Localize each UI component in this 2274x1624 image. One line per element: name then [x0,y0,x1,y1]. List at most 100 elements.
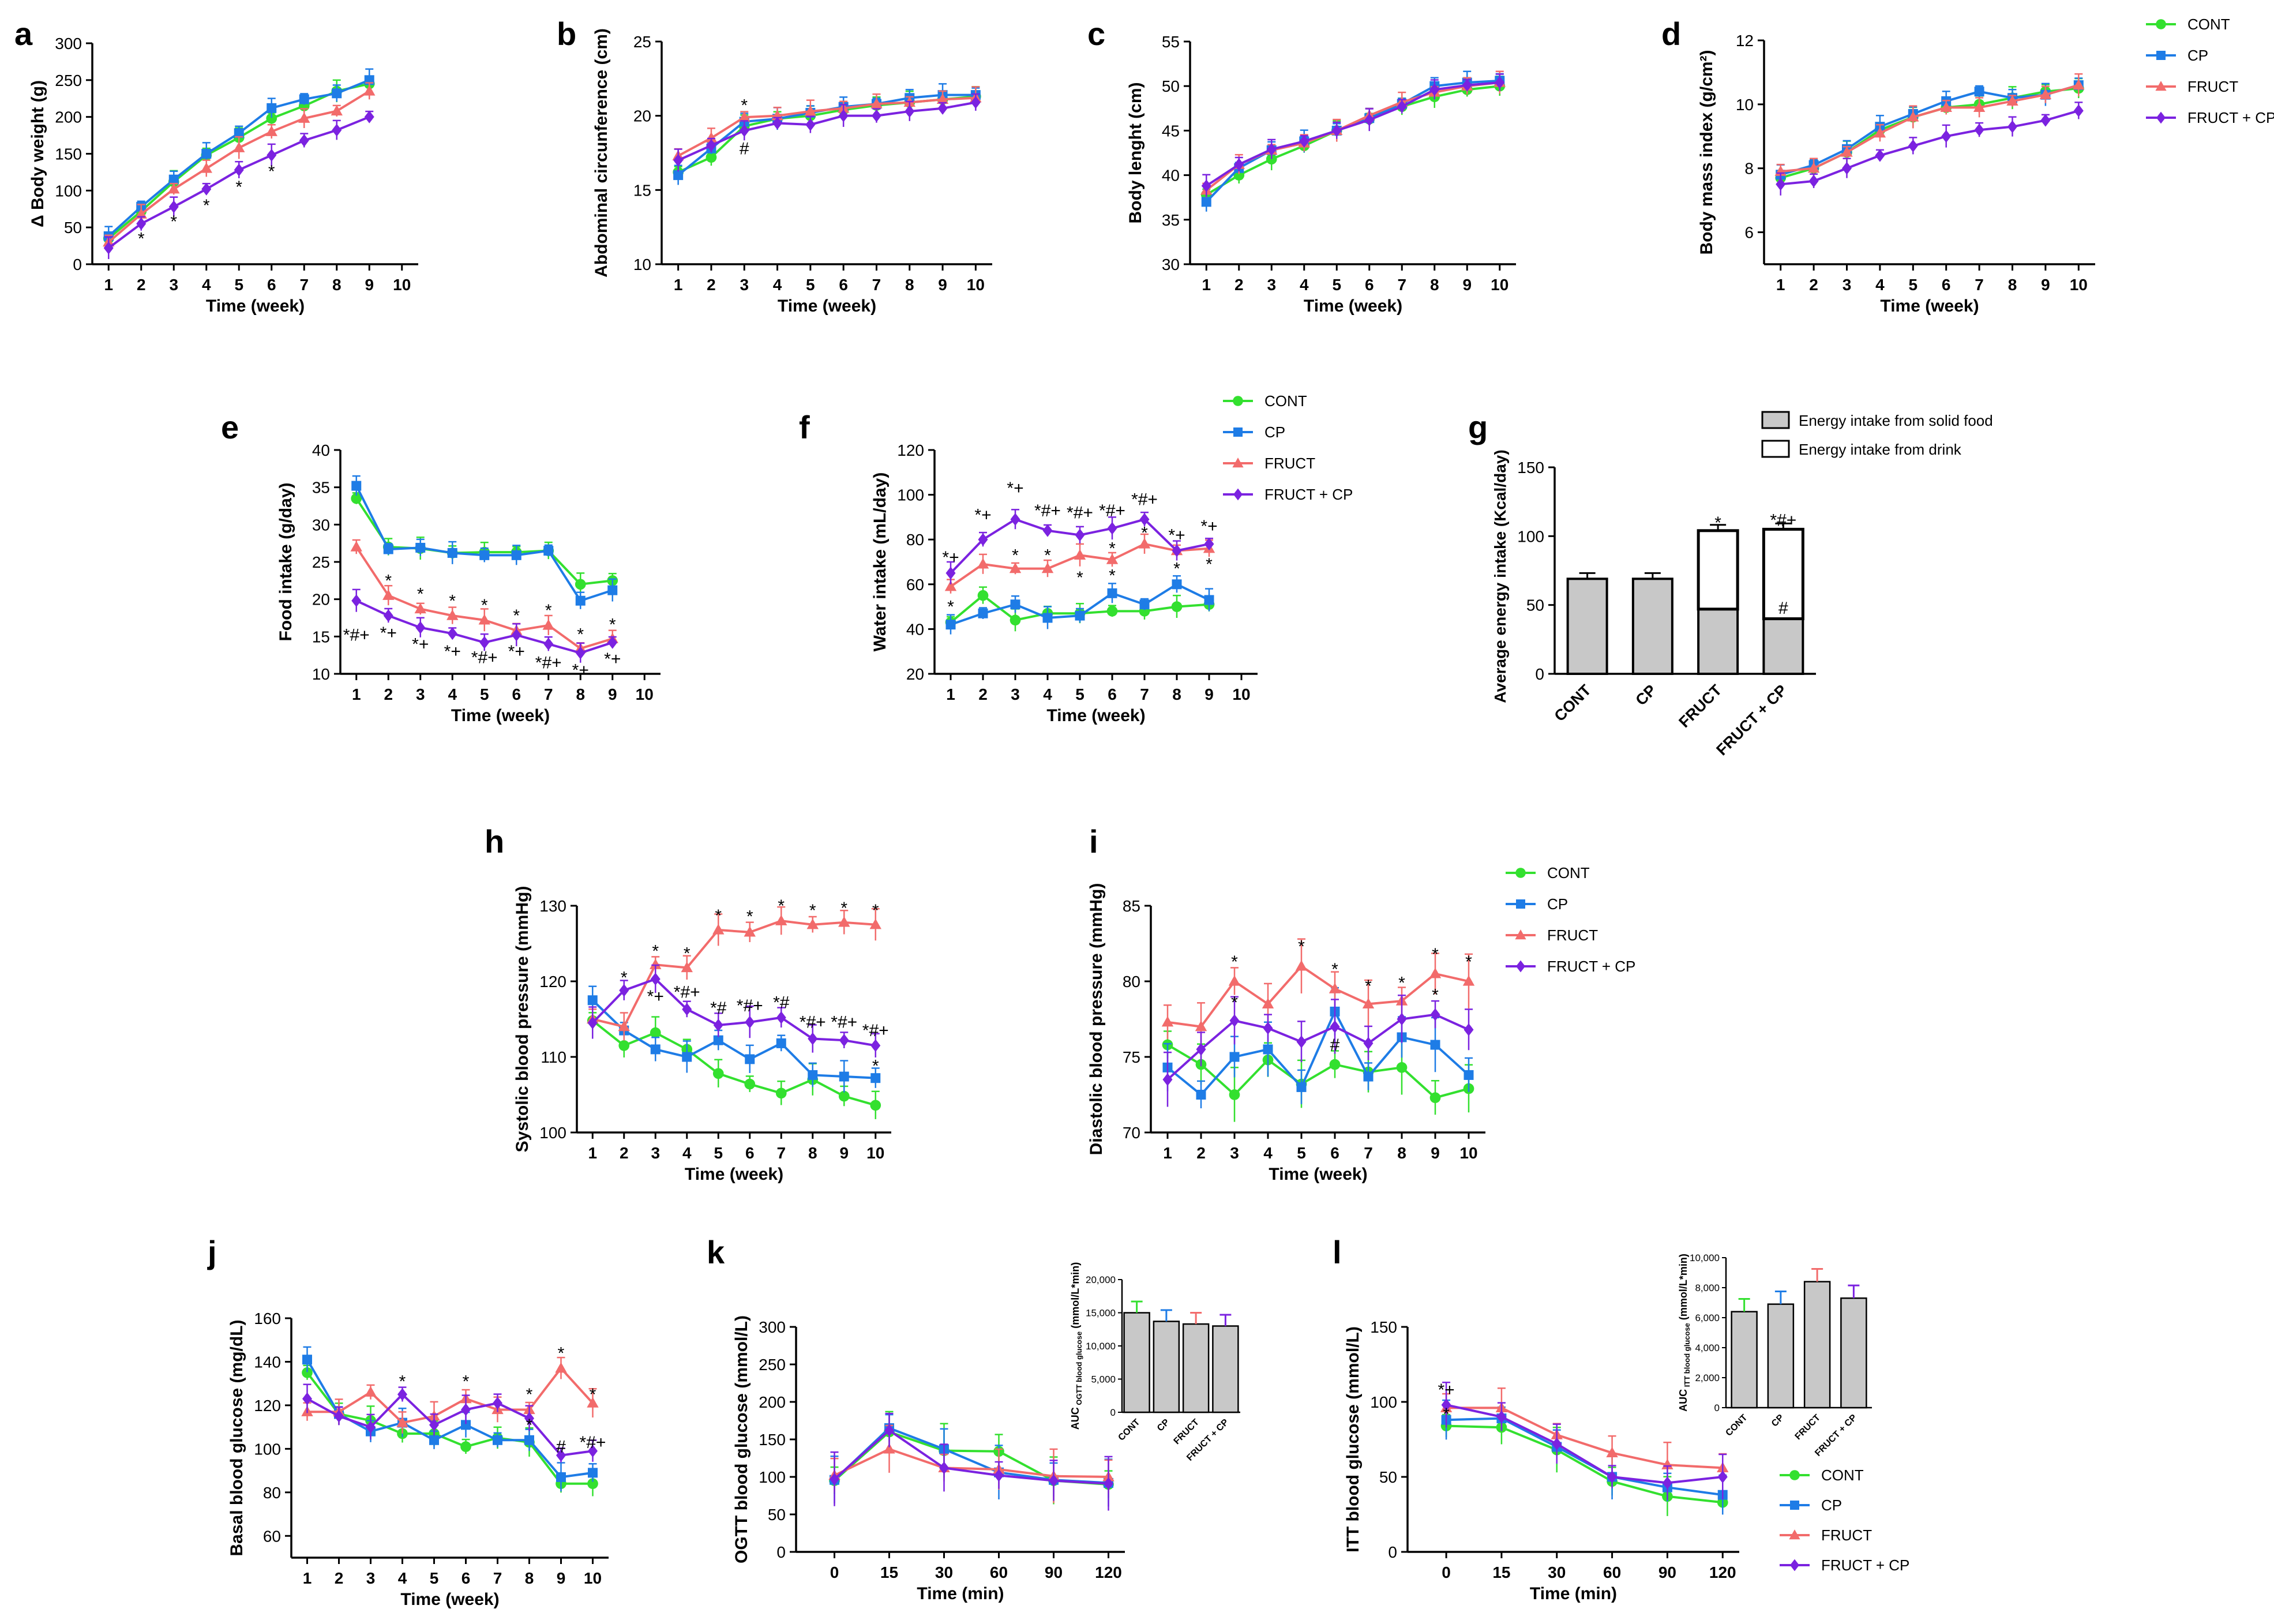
fruct-marker [883,1443,895,1454]
x-tick-label: 4 [202,276,211,294]
x-tick-label: 10 [1232,685,1250,703]
significance-mark: *# [710,999,727,1018]
fruct-marker [1907,111,1919,122]
cp-marker [479,550,490,560]
fructcp-marker [1397,1012,1407,1026]
cp-marker [588,1468,598,1478]
fructcp-marker [1049,1474,1059,1487]
x-tick-label: 6 [1330,1144,1339,1162]
fructcp-marker [870,1039,881,1052]
fructcp-marker [839,1034,849,1047]
fruct-marker [1041,562,1054,573]
legend-label: FRUCT [1264,455,1315,472]
fructcp-marker [524,1412,534,1425]
significance-mark: *#+ [1099,501,1125,520]
series-line [1166,1008,1470,1097]
fructcp-marker [776,1011,786,1024]
cont-marker [1010,614,1021,626]
significance-mark: *#+ [737,996,763,1015]
fructcp-marker [351,594,362,607]
y-tick-label: 200 [55,108,82,126]
fructcp-marker [1875,149,1885,162]
y-tick-label: 20 [906,665,924,683]
fructcp-marker [103,241,114,254]
significance-mark: * [947,598,954,617]
fructcp-marker [1662,1476,1672,1490]
cp-marker [1974,87,1984,97]
x-tick-label: 5 [1075,685,1085,703]
fructcp-marker [1441,1398,1451,1412]
cont-marker [2156,19,2166,29]
significance-mark: * [1231,993,1238,1012]
cp-marker [447,547,457,558]
fructcp-marker [1808,174,1819,187]
fruct-marker [1789,1529,1800,1540]
fruct-marker [806,918,819,929]
series-line [591,999,876,1079]
significance-mark: * [746,907,753,926]
x-tick-label: 3 [651,1144,660,1162]
y-axis-title: Body lenght (cm) [1126,82,1145,224]
significance-mark: * [203,196,210,215]
series-fruct-cp [351,588,618,663]
series-cont [1200,76,1506,201]
y-tick-label: 45 [1162,122,1180,140]
fructcp-marker [1233,488,1243,501]
cp-marker [524,1435,534,1445]
series-line [1446,1417,1723,1497]
x-axis-title: Time (week) [206,297,305,316]
series-line [592,920,876,1028]
x-tick-label: 90 [1658,1563,1676,1581]
series-fruct-cp [103,110,374,260]
cp-marker [1233,427,1243,437]
cp-marker [1790,1501,1799,1510]
cp-marker [1363,1071,1374,1082]
significance-mark: * [1173,560,1180,579]
legend-item: CP [2146,47,2208,64]
x-tick-label: 5 [1297,1144,1306,1162]
significance-mark: * [268,162,275,181]
fructcp-marker [493,1397,502,1410]
fructcp-marker [587,1017,598,1030]
y-axis-title-sub: OGTT blood glucose [1075,1332,1083,1407]
cont-marker [1329,1059,1341,1070]
fruct-marker [1874,127,1886,138]
fruct-marker [1973,101,1986,112]
y-tick-label: 20 [633,107,651,125]
series-fruct-cp [587,964,881,1057]
cont-marker [587,1478,598,1490]
significance-mark: * [1012,546,1019,565]
fruct-marker [542,619,554,630]
cp-marker [2156,51,2166,60]
cp-marker [1464,1070,1474,1080]
significance-mark: * [449,591,456,610]
fructcp-marker [994,1469,1004,1482]
y-axis-title: ITT blood glucose (mmol/L) [1344,1326,1363,1552]
y-tick-label: 6 [1744,224,1754,242]
y-axis-title: OGTT blood glucose (mmol/L) [732,1315,751,1563]
fruct-marker [1606,1446,1618,1458]
x-tick-label: 8 [1397,1144,1406,1162]
significance-mark: * [1365,977,1372,996]
significance-mark: * [840,899,847,918]
y-tick-label: 2,000 [1695,1372,1720,1383]
cont-marker [1789,1470,1800,1480]
fruct-marker [1295,960,1308,971]
fruct-marker [1515,929,1526,940]
x-tick-label: 1 [303,1569,312,1587]
fructcp-marker [1516,960,1525,973]
cp-marker [267,103,277,113]
cp-marker [1107,588,1117,598]
fruct-marker [838,916,850,927]
significance-mark: *+ [1007,479,1023,498]
fructcp-marker [937,102,948,115]
series-line [1780,84,2079,173]
x-tick-label: 5 [806,276,815,294]
significance-mark: * [684,944,691,963]
y-tick-label: 15 [633,181,651,199]
legend-item: FRUCT + CP [1223,486,1353,503]
series-line [677,96,976,157]
significance-mark: * [1331,960,1338,979]
x-tick-label: 5 [714,1144,723,1162]
